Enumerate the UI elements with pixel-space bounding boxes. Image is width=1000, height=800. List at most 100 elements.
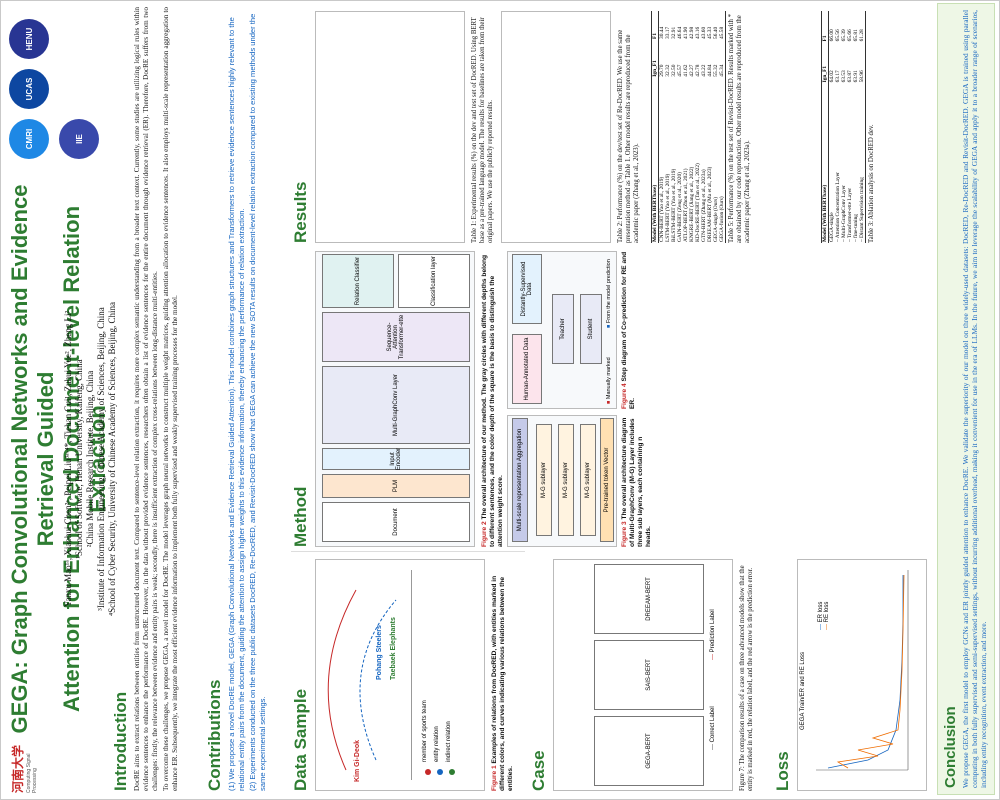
human-annotated-box: Human-Annotated Data bbox=[512, 334, 542, 404]
introduction-section: Introduction DocRE aims to extract relat… bbox=[111, 7, 203, 791]
pretrained-token-box: Pre-trained token Vector bbox=[600, 418, 614, 542]
affiliation-1: ¹School of Software, Henan University, K… bbox=[74, 359, 84, 559]
table-row: – Distant Supervision training 58.96 61.28 bbox=[859, 11, 866, 243]
conclusion-heading: Conclusion bbox=[942, 706, 959, 788]
table-cell: 58.96 bbox=[859, 42, 866, 84]
table-cell: GEGA-fusion (Ours) bbox=[719, 77, 726, 243]
poster-header: 河南大学 Computing Signal Processing GEGA: G… bbox=[1, 0, 117, 799]
tail-entity-2-label: Taebaek Elephants bbox=[390, 617, 397, 680]
table3-block: Model (With BERTbase) Ign_F1 F1 GEGA-sin… bbox=[821, 11, 876, 243]
introduction-paragraph-1: DocRE aims to extract relations between … bbox=[133, 7, 159, 791]
table3-caption: Table 3: Ablation analysis on DocRED dev… bbox=[868, 124, 875, 243]
iie-logo: IIE bbox=[59, 119, 99, 159]
table-row: GEGA-fusion (Ours) 45.34 45.58 bbox=[719, 11, 726, 243]
table5: Model (With BERTbase) Ign_F1 F1 CNN-BERT… bbox=[651, 11, 726, 243]
case-legend-pred: — Prediction Label bbox=[710, 609, 716, 660]
logo-left-text: 河南大学 bbox=[11, 744, 25, 793]
case-figure: GEGA-BERT SAIS-BERT DREEAM-BERT — Correc… bbox=[553, 559, 733, 791]
affiliation-2: ²China Mobile Research Institute, Beijin… bbox=[85, 370, 95, 548]
co-prediction-figure: Human-Annotated Data Distantly-Supervise… bbox=[507, 251, 617, 409]
ucas-logo: UCAS bbox=[9, 69, 49, 109]
table-cell: 45.58 bbox=[719, 11, 726, 40]
input-encoder-box: Input Encoder bbox=[322, 448, 470, 470]
data-sample-section: Data Sample Kim Gi-Deok Pohang Steelers … bbox=[291, 551, 525, 791]
mg-sublayer-1: M-G sublayer bbox=[536, 424, 552, 536]
manually-marked-legend: ■ Manually marked bbox=[606, 357, 612, 404]
student-box: Student bbox=[580, 294, 602, 364]
conclusion-section: Conclusion We propose GEGA, the first mo… bbox=[937, 3, 995, 795]
figure4-caption: Figure 4 Step diagram of Co-prediction f… bbox=[621, 251, 636, 409]
figure3-caption: Figure 3 The overall architecture diagra… bbox=[621, 417, 652, 547]
architecture-figure: Document PLM Input Encoder Multi-GraphCo… bbox=[315, 251, 475, 547]
multi-graphconv-figure: Multi-scale representation Aggregation M… bbox=[507, 415, 617, 547]
loss-curves bbox=[816, 570, 909, 771]
head-entity-label: Kim Gi-Deok bbox=[354, 739, 361, 782]
data-sample-figure: Kim Gi-Deok Pohang Steelers Taebaek Elep… bbox=[315, 559, 485, 791]
table2 bbox=[501, 11, 611, 243]
method-heading: Method bbox=[291, 486, 310, 547]
loss-chart: GEGA Train/ER and RE Loss — ER loss — RE … bbox=[797, 559, 927, 791]
model-prediction-legend: ■ From the model prediction bbox=[606, 259, 612, 328]
case-panel-sais: SAIS-BERT bbox=[594, 640, 704, 710]
legend-indirect-relation: indirect relation bbox=[446, 721, 452, 762]
re-loss-line bbox=[836, 574, 905, 769]
introduction-paragraph-2: To overcome these challenges, we propose… bbox=[162, 7, 179, 791]
title-line-1: GEGA: Graph Convolutional Networks and E… bbox=[7, 184, 58, 734]
contributions-section: Contributions (1) We propose a novel Doc… bbox=[205, 7, 289, 791]
legend-entity-relation: entity relation bbox=[434, 726, 440, 762]
figure2-caption: Figure 2 The overall architecture of our… bbox=[481, 254, 504, 547]
classification-layer-box: Classification layer bbox=[398, 254, 470, 308]
teacher-box: Teacher bbox=[552, 294, 574, 364]
case-panel-gega: GEGA-BERT bbox=[594, 716, 704, 786]
data-sample-heading: Data Sample bbox=[291, 688, 310, 791]
logo-left-sub: Computing Signal Processing bbox=[26, 753, 38, 793]
results-heading: Results bbox=[291, 181, 310, 243]
conclusion-text: We propose GEGA, the first model to empl… bbox=[961, 10, 988, 788]
relation-classifier-box: Relation Classifier bbox=[322, 254, 394, 308]
loss-heading: Loss bbox=[773, 751, 792, 791]
attention-box: Sequence-Attention Transformer-ette bbox=[322, 312, 470, 362]
table1-caption: Table 1: Experimental results (%) on the… bbox=[471, 17, 494, 243]
table2-caption: Table 2: Performance (%) on the dev/test… bbox=[617, 29, 640, 243]
mg-sublayer-2: M-G sublayer bbox=[558, 424, 574, 536]
results-section: Results Table 1: Experimental results (%… bbox=[291, 7, 935, 243]
document-box: Document bbox=[322, 502, 470, 542]
table1 bbox=[315, 11, 465, 243]
method-section: Method Document PLM Input Encoder Multi-… bbox=[291, 247, 652, 547]
mg-sublayer-3: M-G sublayer bbox=[580, 424, 596, 536]
henu-logo: 河南大学 Computing Signal Processing bbox=[9, 743, 55, 793]
affiliation-3: ³Institute of Information Engineering, C… bbox=[96, 307, 106, 611]
table-cell: 45.34 bbox=[719, 39, 726, 78]
er-loss-line bbox=[827, 575, 904, 769]
table-cell: 61.28 bbox=[859, 11, 866, 43]
relation-label: member of sports team bbox=[422, 700, 428, 762]
author-block: Yanxu Mao¹ᵃ, Xiaohui Chen²ᵃ, Peipei Liu³… bbox=[63, 179, 118, 739]
table-cell: – Distant Supervision training bbox=[859, 83, 866, 243]
contribution-2: (2) Experiments conducted on the three p… bbox=[248, 13, 267, 791]
loss-section: Loss GEGA Train/ER and RE Loss — ER loss… bbox=[773, 551, 933, 791]
authors: Yanxu Mao¹ᵃ, Xiaohui Chen²ᵃ, Peipei Liu³… bbox=[63, 310, 73, 608]
contributions-heading: Contributions bbox=[205, 679, 224, 791]
contribution-1: (1) We propose a novel DocRE model, GEGA… bbox=[227, 17, 246, 791]
cmri-logo: CMRI bbox=[9, 119, 49, 159]
table5-caption: Table 5: Performance (%) on the test set… bbox=[728, 13, 751, 243]
table5-block: Model (With BERTbase) Ign_F1 F1 CNN-BERT… bbox=[651, 11, 752, 243]
loss-legend: — ER loss — RE loss bbox=[818, 601, 830, 630]
multigraphconv-box: Multi-GraphConv Layer bbox=[322, 366, 470, 444]
introduction-heading: Introduction bbox=[111, 691, 130, 791]
plm-box: PLM bbox=[322, 474, 470, 498]
case-panel-dreeam: DREEAM-BERT bbox=[594, 564, 704, 634]
case-heading: Case bbox=[529, 750, 548, 791]
figure1-caption: Figure 1 Examples of relations from DocR… bbox=[491, 575, 514, 791]
case-caption: Figure 7: The comparison results of a ca… bbox=[739, 565, 754, 791]
loss-chart-title: GEGA Train/ER and RE Loss bbox=[800, 651, 806, 730]
henu-seal-logo: HENU bbox=[9, 19, 49, 59]
aggregation-box: Multi-scale representation Aggregation bbox=[512, 418, 528, 542]
table3: Model (With BERTbase) Ign_F1 F1 GEGA-sin… bbox=[821, 11, 866, 243]
case-section: Case GEGA-BERT SAIS-BERT DREEAM-BERT — C… bbox=[529, 551, 769, 791]
tail-entity-1-label: Pohang Steelers bbox=[376, 625, 383, 680]
relation-example-graphic bbox=[327, 570, 455, 780]
case-legend-correct: — Correct Label bbox=[710, 706, 716, 750]
